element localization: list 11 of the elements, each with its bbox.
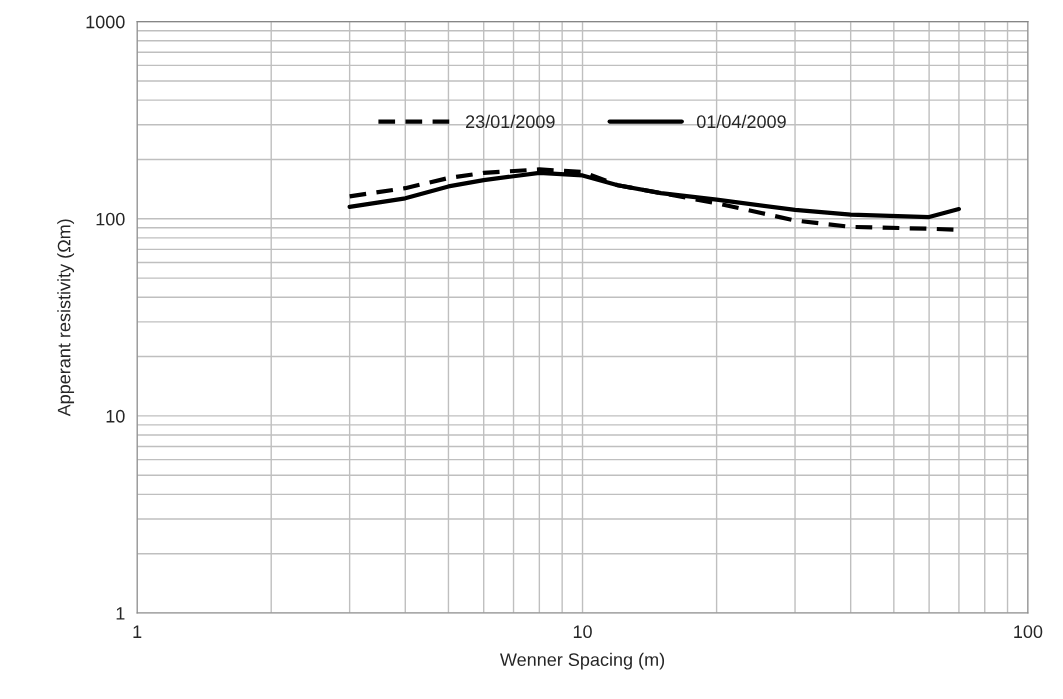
x-tick-label: 100 bbox=[1014, 625, 1043, 639]
legend-label: 01/04/2009 bbox=[696, 114, 786, 129]
x-axis-title: Wenner Spacing (m) bbox=[499, 652, 665, 670]
y-tick-label: 100 bbox=[96, 212, 125, 226]
y-tick-label: 1 bbox=[116, 607, 125, 620]
x-tick-label: 1 bbox=[133, 625, 142, 638]
y-axis-title: Apperant resistivity (Ωm) bbox=[57, 219, 75, 417]
x-tick-label: 10 bbox=[573, 625, 592, 639]
legend-label: 23/01/2009 bbox=[465, 114, 555, 129]
y-tick-label: 1000 bbox=[86, 15, 125, 29]
y-tick-label: 10 bbox=[106, 409, 125, 423]
